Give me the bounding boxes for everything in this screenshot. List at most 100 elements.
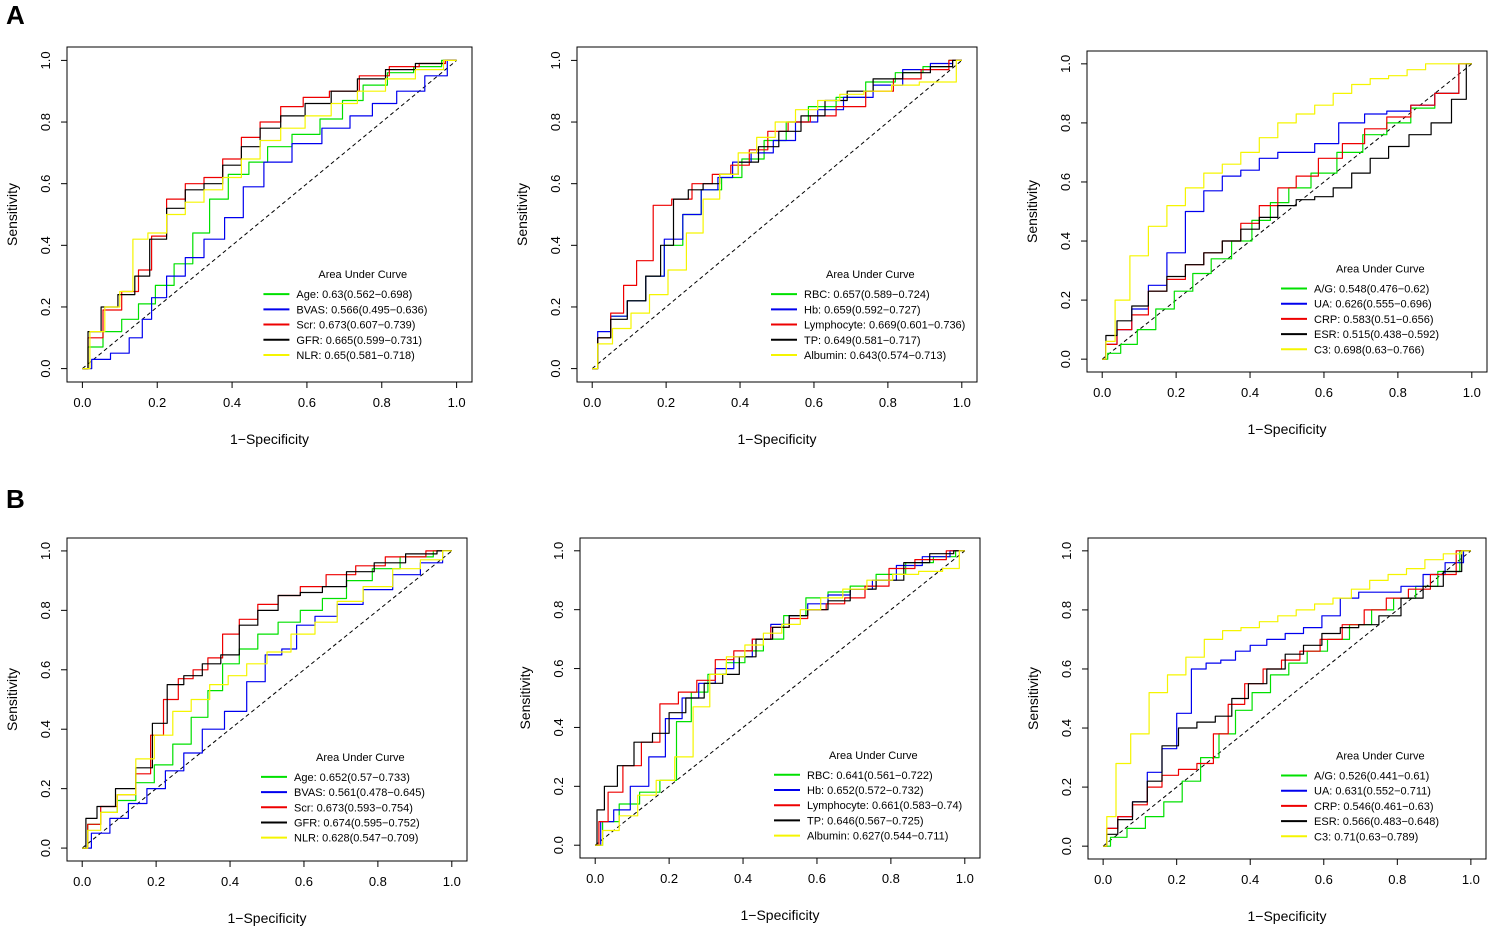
x-tick-label: 0.2 bbox=[148, 395, 166, 410]
legend-entry: NLR: 0.65(0.581−0.718) bbox=[296, 350, 414, 362]
x-tick-label: 0.4 bbox=[734, 871, 752, 886]
x-tick-label: 0.0 bbox=[1093, 385, 1111, 400]
roc-curve-yellow bbox=[1102, 63, 1472, 360]
y-axis-title: Sensitivity bbox=[1024, 180, 1040, 243]
reference-diagonal bbox=[81, 550, 453, 849]
reference-diagonal bbox=[1102, 550, 1472, 847]
y-tick-label: 0.4 bbox=[38, 236, 53, 254]
y-tick-label: 1.0 bbox=[38, 542, 53, 560]
legend-entry: C3: 0.71(0.63−0.789) bbox=[1314, 831, 1418, 843]
x-tick-label: 0.2 bbox=[660, 871, 678, 886]
legend-title: Area Under Curve bbox=[316, 752, 405, 764]
legend-entry: Albumin: 0.643(0.574−0.713) bbox=[804, 350, 946, 362]
roc-curve-green bbox=[82, 550, 452, 849]
legend-entry: Age: 0.652(0.57−0.733) bbox=[294, 772, 410, 784]
y-tick-label: 0.8 bbox=[1059, 601, 1074, 619]
x-axis-title: 1−Specificity bbox=[1248, 908, 1327, 924]
roc-chart-a-middle: 0.0 0.2 0.4 0.6 0.8 1.0 0.0 0.2 0.4 0.6 0.8 1.0 1−Sp… bbox=[514, 46, 978, 447]
reference-diagonal bbox=[591, 60, 963, 369]
legend-entry: ESR: 0.515(0.438−0.592) bbox=[1314, 329, 1439, 341]
x-tick-label: 0.6 bbox=[1315, 872, 1333, 887]
legend-entry: Lymphocyte: 0.661(0.583−0.74) bbox=[807, 800, 962, 812]
legend-entry: BVAS: 0.566(0.495−0.636) bbox=[296, 304, 427, 316]
y-tick-label: 0.8 bbox=[38, 601, 53, 619]
roc-curve-blue bbox=[82, 59, 457, 370]
y-tick-label: 1.0 bbox=[1058, 55, 1073, 73]
roc-chart-a-right: 0.0 0.2 0.4 0.6 0.8 1.0 0.0 0.2 0.4 0.6 0.8 1.0 1−Sp… bbox=[1024, 50, 1488, 437]
roc-curve-yellow bbox=[82, 550, 452, 849]
y-tick-label: 0.2 bbox=[1058, 291, 1073, 309]
legend-entry: RBC: 0.641(0.561−0.722) bbox=[807, 770, 933, 782]
legend-entry: BVAS: 0.561(0.478−0.645) bbox=[294, 787, 425, 799]
x-tick-label: 0.8 bbox=[1389, 385, 1407, 400]
panel-label-a: A bbox=[6, 0, 25, 30]
legend-entry: UA: 0.626(0.555−0.696) bbox=[1314, 299, 1432, 311]
y-tick-label: 0.2 bbox=[548, 298, 563, 316]
legend-entry: Scr: 0.673(0.593−0.754) bbox=[294, 802, 413, 814]
legend-entry: NLR: 0.628(0.547−0.709) bbox=[294, 833, 418, 845]
x-axis-title: 1−Specificity bbox=[741, 907, 820, 923]
roc-chart-b-right: 0.0 0.2 0.4 0.6 0.8 1.0 0.0 0.2 0.4 0.6 0.8 1.0 1−Sp… bbox=[1025, 537, 1487, 924]
x-axis-title: 1−Specificity bbox=[738, 431, 817, 447]
roc-curve-yellow bbox=[592, 59, 962, 370]
y-axis-title: Sensitivity bbox=[4, 668, 20, 731]
x-tick-label: 0.4 bbox=[731, 395, 749, 410]
y-axis-title: Sensitivity bbox=[4, 183, 20, 246]
roc-curve-black bbox=[82, 550, 452, 849]
y-tick-label: 0.6 bbox=[38, 175, 53, 193]
plot-frame bbox=[1087, 537, 1487, 860]
y-tick-label: 0.2 bbox=[551, 777, 566, 795]
x-tick-label: 0.0 bbox=[73, 874, 91, 889]
x-axis-title: 1−Specificity bbox=[228, 910, 307, 926]
y-tick-label: 0.4 bbox=[1059, 719, 1074, 737]
legend-entry: A/G: 0.548(0.476−0.62) bbox=[1314, 283, 1429, 295]
roc-curve-green bbox=[82, 59, 457, 370]
legend-entry: UA: 0.631(0.552−0.711) bbox=[1314, 786, 1431, 798]
x-tick-label: 0.0 bbox=[586, 871, 604, 886]
y-tick-label: 1.0 bbox=[38, 51, 53, 69]
y-tick-label: 0.8 bbox=[551, 601, 566, 619]
plot-frame bbox=[66, 46, 473, 383]
y-tick-label: 0.8 bbox=[1058, 114, 1073, 132]
x-tick-label: 0.4 bbox=[221, 874, 239, 889]
x-tick-label: 0.8 bbox=[879, 395, 897, 410]
roc-chart-b-middle: 0.0 0.2 0.4 0.6 0.8 1.0 0.0 0.2 0.4 0.6 0.8 1.0 1−Sp… bbox=[517, 537, 981, 923]
reference-diagonal bbox=[594, 550, 966, 846]
plot-frame bbox=[1086, 50, 1488, 373]
legend-entry: Age: 0.63(0.562−0.698) bbox=[296, 289, 412, 301]
roc-curve-green bbox=[1102, 63, 1472, 360]
y-tick-label: 1.0 bbox=[1059, 542, 1074, 560]
legend-entry: GFR: 0.665(0.599−0.731) bbox=[296, 335, 422, 347]
roc-curve-black bbox=[1103, 550, 1471, 847]
roc-chart-a-left: 0.0 0.2 0.4 0.6 0.8 1.0 0.0 0.2 0.4 0.6 0.8 1.0 1−Sp… bbox=[4, 46, 473, 447]
plot-frame bbox=[576, 46, 978, 383]
x-tick-label: 0.6 bbox=[1315, 385, 1333, 400]
legend-entry: A/G: 0.526(0.441−0.61) bbox=[1314, 770, 1429, 782]
x-tick-label: 0.4 bbox=[223, 395, 241, 410]
x-tick-label: 0.4 bbox=[1241, 385, 1259, 400]
y-tick-label: 1.0 bbox=[548, 51, 563, 69]
y-tick-label: 0.8 bbox=[38, 113, 53, 131]
y-tick-label: 0.6 bbox=[1058, 173, 1073, 191]
y-tick-label: 0.4 bbox=[548, 236, 563, 254]
x-tick-label: 0.0 bbox=[1094, 872, 1112, 887]
legend-entry: TP: 0.646(0.567−0.725) bbox=[807, 815, 924, 827]
y-tick-label: 0.0 bbox=[38, 839, 53, 857]
y-tick-label: 0.6 bbox=[38, 661, 53, 679]
legend-entry: CRP: 0.546(0.461−0.63) bbox=[1314, 801, 1434, 813]
x-tick-label: 0.6 bbox=[808, 871, 826, 886]
legend-title: Area Under Curve bbox=[1336, 750, 1425, 762]
roc-curve-blue bbox=[1103, 550, 1471, 847]
x-tick-label: 0.2 bbox=[1167, 385, 1185, 400]
y-tick-label: 0.0 bbox=[1058, 350, 1073, 368]
y-tick-label: 0.0 bbox=[38, 360, 53, 378]
x-axis-title: 1−Specificity bbox=[230, 431, 309, 447]
roc-curve-yellow bbox=[1103, 550, 1471, 847]
legend-entry: C3: 0.698(0.63−0.766) bbox=[1314, 344, 1424, 356]
y-tick-label: 0.6 bbox=[1059, 660, 1074, 678]
legend-title: Area Under Curve bbox=[826, 269, 915, 281]
roc-curve-yellow bbox=[595, 550, 965, 846]
y-axis-title: Sensitivity bbox=[1025, 667, 1041, 730]
legend-title: Area Under Curve bbox=[318, 269, 407, 281]
legend-entry: ESR: 0.566(0.483−0.648) bbox=[1314, 816, 1439, 828]
